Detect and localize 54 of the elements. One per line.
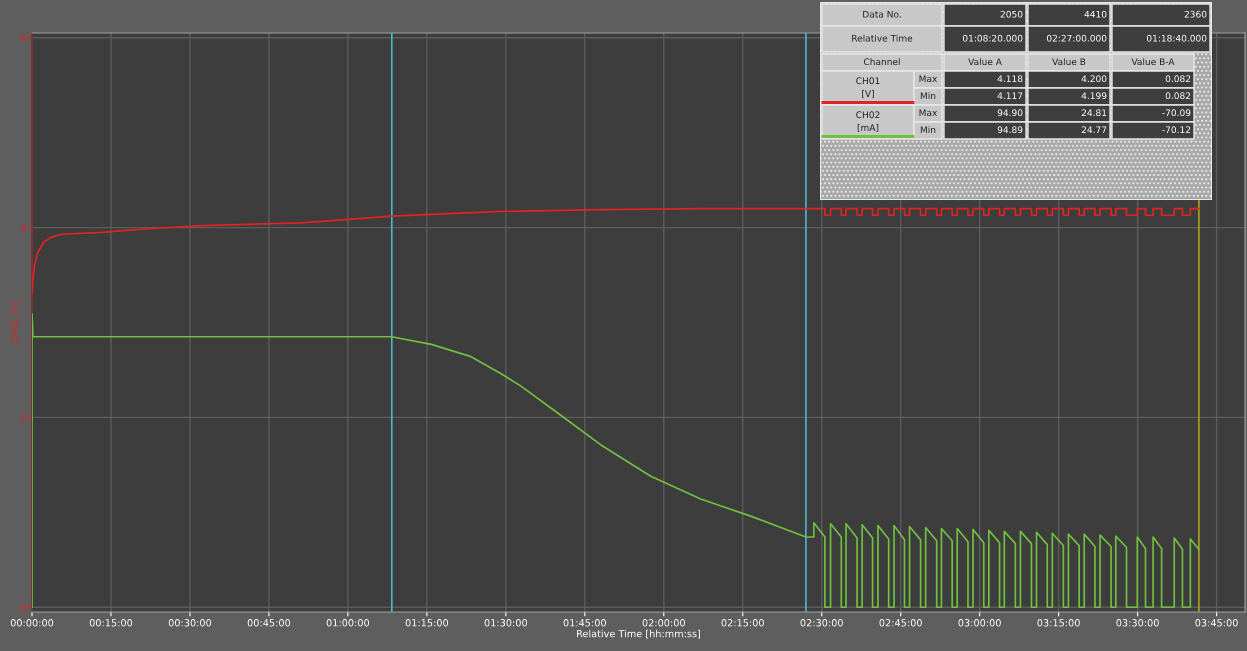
- annotation: Min: [920, 92, 936, 99]
- x-axis-title: Relative Time [hh:mm:ss]: [577, 629, 701, 639]
- x-tick-label: 02:45:00: [879, 619, 922, 627]
- x-tick-label: 01:00:00: [326, 619, 370, 627]
- annotation: 4.117: [997, 92, 1023, 99]
- annotation: -70.12: [1162, 126, 1191, 134]
- line-series: [32, 313, 1200, 609]
- annotation: 02:27:00.000: [1046, 34, 1107, 42]
- x-tick-label: 01:15:00: [405, 619, 449, 627]
- annotation: 24.77: [1081, 126, 1107, 133]
- annotation: Channel: [863, 58, 900, 66]
- annotation: 4.199: [1081, 92, 1107, 100]
- annotation: 4.118: [997, 75, 1023, 83]
- x-tick-label: 01:45:00: [563, 619, 606, 627]
- x-tick-label: 00:00:00: [10, 619, 54, 627]
- annotation: 01:08:20.000: [962, 34, 1023, 42]
- y-tick-label: 0: [20, 603, 26, 612]
- annotation: CH01 [V]: [856, 77, 880, 99]
- annotation: 94.90: [997, 109, 1023, 117]
- annotation: 0.082: [1165, 75, 1191, 83]
- y-tick-label: 6: [20, 34, 26, 42]
- text: 2050: [1000, 10, 1023, 18]
- annotation: Max: [919, 75, 938, 83]
- annotation: Value B-A: [1131, 58, 1175, 66]
- annotation: CH02 [mA]: [856, 111, 880, 133]
- text: 2360: [1184, 10, 1207, 18]
- annotation: Max: [919, 109, 938, 117]
- annotation: -70.09: [1162, 109, 1191, 117]
- annotation: Relative Time: [852, 34, 913, 42]
- x-tick-label: 00:30:00: [168, 619, 212, 627]
- annotation: Value B: [1052, 58, 1086, 66]
- y-tick-label: 4: [20, 224, 26, 232]
- text: Data No.: [863, 10, 901, 18]
- y-tick-label: 2: [20, 413, 26, 422]
- line-series: [32, 207, 1200, 294]
- annotation: 0.082: [1165, 92, 1191, 100]
- x-tick-label: 03:45:00: [1195, 619, 1238, 627]
- annotation: Value A: [968, 58, 1002, 66]
- annotation: 94.89: [997, 126, 1023, 134]
- x-tick-label: 02:30:00: [800, 619, 843, 627]
- x-tick-label: 00:45:00: [247, 619, 291, 627]
- x-tick-label: 03:00:00: [958, 619, 1001, 627]
- annotation: 24.81: [1081, 109, 1107, 117]
- annotation: 4.200: [1081, 75, 1107, 83]
- x-tick-label: 03:30:00: [1116, 619, 1159, 627]
- x-tick-label: 00:15:00: [89, 619, 133, 627]
- x-tick-label: 02:00:00: [642, 619, 685, 627]
- annotation: 01:18:40.000: [1146, 34, 1207, 42]
- annotation: Min: [920, 126, 936, 133]
- x-tick-label: 02:15:00: [721, 619, 764, 627]
- y-axis-title: CH01 [V]: [10, 301, 20, 344]
- x-tick-label: 03:15:00: [1037, 619, 1080, 627]
- text: 4410: [1084, 10, 1107, 18]
- x-tick-label: 01:30:00: [484, 619, 528, 627]
